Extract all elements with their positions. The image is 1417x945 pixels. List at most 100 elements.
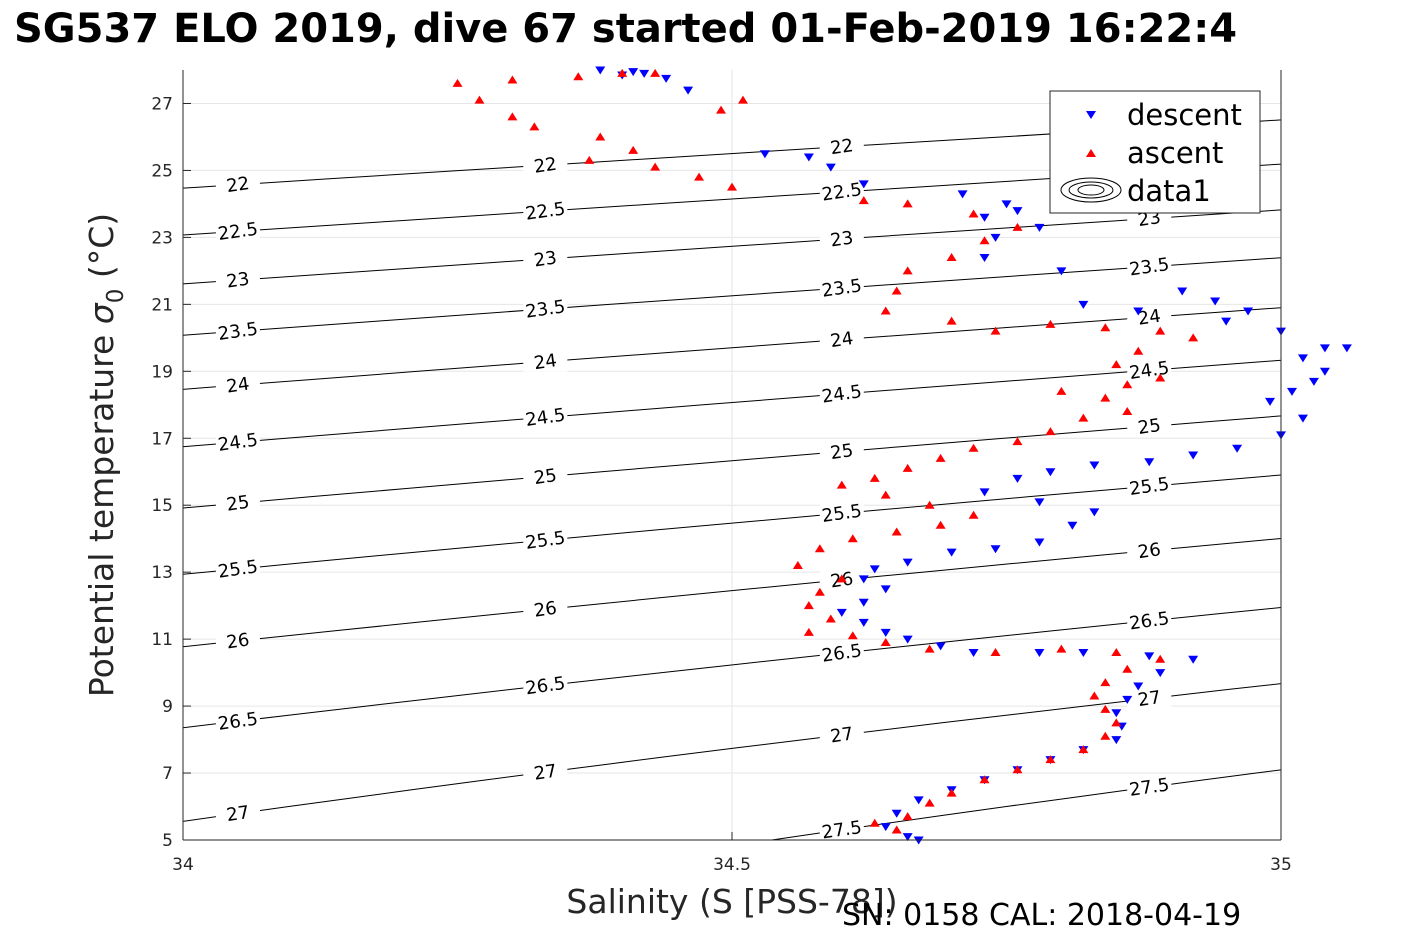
contour-label-bg [819, 381, 864, 404]
point-ascent [1155, 373, 1166, 382]
point-descent [880, 823, 891, 832]
point-ascent [1100, 323, 1111, 332]
point-ascent [716, 105, 727, 114]
point-descent [1188, 655, 1199, 664]
point-ascent [1056, 386, 1067, 395]
point-ascent [573, 72, 584, 81]
point-ascent [825, 614, 836, 623]
contour-label-bg [523, 246, 568, 269]
contour-label: 23 [533, 247, 559, 271]
point-ascent [452, 78, 463, 87]
point-descent [1111, 709, 1122, 718]
contour-label-bg [1127, 474, 1172, 497]
point-ascent [507, 112, 518, 121]
legend-descent-marker [1086, 111, 1096, 119]
point-descent [990, 545, 1001, 554]
sigma-contours: 2222222222.522.522.522.52323232323.523.5… [183, 115, 1281, 840]
contour-label-bg [819, 179, 864, 202]
contour-label-bg [215, 319, 260, 342]
y-tick-label: 25 [151, 161, 173, 181]
contour-label: 24 [533, 350, 559, 374]
contour-label-bg [215, 556, 260, 579]
point-descent [1034, 649, 1045, 658]
point-ascent [891, 286, 902, 295]
contour-label-bg [523, 349, 568, 372]
point-descent [1067, 521, 1078, 530]
legend-contour-icon [1077, 184, 1105, 196]
point-ascent [902, 463, 913, 472]
point-ascent [814, 544, 825, 553]
contour-label: 24 [1137, 306, 1163, 330]
point-ascent [1100, 704, 1111, 713]
contour-label-bg [1127, 775, 1172, 798]
point-descent [858, 180, 869, 189]
point-descent [1034, 538, 1045, 547]
point-ascent [946, 252, 957, 261]
point-descent [858, 598, 869, 607]
point-descent [946, 548, 957, 557]
point-ascent [858, 196, 869, 205]
point-ascent [946, 788, 957, 797]
point-descent [1341, 344, 1352, 353]
legend: descent ascent data1 [1049, 90, 1261, 214]
contour-label-bg [215, 430, 260, 453]
point-descent [1144, 458, 1155, 467]
contour-label: 27 [533, 761, 559, 785]
contour-label: 27 [829, 723, 855, 747]
y-tick-label: 23 [151, 228, 173, 248]
point-descent [661, 74, 672, 83]
point-ascent [924, 500, 935, 509]
point-descent [759, 150, 770, 159]
point-descent [979, 213, 990, 222]
point-descent [1232, 444, 1243, 453]
point-ascent [650, 68, 661, 77]
point-descent [935, 642, 946, 651]
point-ascent [880, 306, 891, 315]
y-tick-label: 27 [151, 94, 173, 114]
point-ascent [935, 520, 946, 529]
point-ascent [584, 155, 595, 164]
contour-label-bg [819, 276, 864, 299]
point-descent [902, 635, 913, 644]
point-descent [902, 833, 913, 842]
point-ascent [1100, 731, 1111, 740]
point-descent [1319, 344, 1330, 353]
point-descent [683, 86, 694, 95]
contour-label-bg [523, 597, 568, 620]
point-descent [1089, 461, 1100, 470]
point-ascent [968, 443, 979, 452]
point-descent [858, 575, 869, 584]
point-descent [1265, 397, 1276, 406]
x-tick-label: 34 [172, 855, 194, 875]
legend-contour-icon [1068, 181, 1114, 199]
point-ascent [1111, 718, 1122, 727]
point-descent [1111, 736, 1122, 745]
point-ascent [1188, 333, 1199, 342]
y-tick-label: 17 [151, 429, 173, 449]
y-tick-label: 13 [151, 563, 173, 583]
legend-ascent-marker [1086, 149, 1096, 157]
point-descent [1122, 695, 1133, 704]
contour-label-bg [819, 327, 864, 350]
point-ascent [1122, 664, 1133, 673]
x-tick-label: 35 [1270, 855, 1292, 875]
point-descent [968, 649, 979, 658]
point-descent [979, 488, 990, 497]
y-tick-label: 15 [151, 496, 173, 516]
point-ascent [891, 825, 902, 834]
point-ascent [1155, 654, 1166, 663]
point-ascent [792, 560, 803, 569]
point-ascent [979, 775, 990, 784]
point-ascent [968, 209, 979, 218]
contour-line [183, 163, 1281, 236]
point-ascent [990, 326, 1001, 335]
point-ascent [1122, 406, 1133, 415]
point-ascent [1111, 648, 1122, 657]
contour-label-bg [1127, 608, 1172, 631]
point-ascent [617, 68, 628, 77]
axes: 34 34.5 35 5 7 9 11 13 15 17 19 21 23 25 27 Salinity (S… [82, 70, 1292, 921]
point-ascent [737, 95, 748, 104]
series-ascent [452, 68, 1199, 834]
y-axis-label: Potential temperature σ0 (°C) [82, 213, 129, 697]
point-descent [1243, 307, 1254, 316]
